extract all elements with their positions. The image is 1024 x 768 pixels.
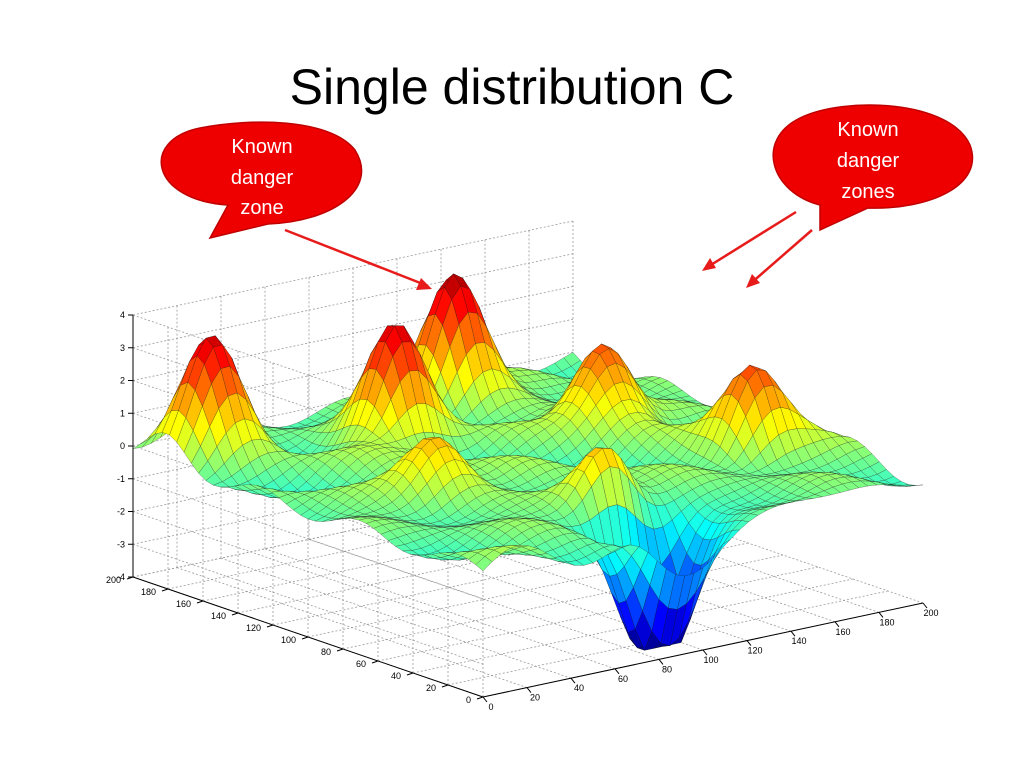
y-tick-label: 160 — [176, 599, 191, 609]
y-tick-mark — [301, 636, 309, 640]
x-tick-mark — [570, 677, 576, 684]
x-tick-label: 140 — [791, 636, 806, 646]
grid-line — [264, 548, 616, 670]
z-tick-label: -4 — [117, 572, 125, 582]
y-tick-label: 20 — [426, 683, 436, 693]
y-tick-label: 200 — [106, 575, 121, 585]
callout-line-2: danger — [231, 167, 294, 189]
y-tick-mark — [266, 624, 274, 628]
callout-arrow-head — [416, 278, 432, 290]
callout-known-danger-zone: Known danger zone — [160, 121, 432, 290]
surface-cell — [906, 484, 924, 487]
x-tick-mark — [746, 640, 752, 646]
callout-arrow — [705, 210, 797, 270]
surface-mesh — [132, 273, 924, 651]
grid-line — [342, 554, 784, 650]
grid-line — [132, 543, 484, 665]
grid-line — [377, 566, 819, 662]
grid-line — [308, 539, 660, 660]
callout-line-1: Known — [837, 119, 898, 141]
y-tick-mark — [476, 696, 484, 700]
callout-arrow-head — [746, 274, 760, 288]
y-tick-label: 180 — [141, 587, 156, 597]
z-tick-label: -1 — [117, 474, 125, 484]
y-tick-mark — [371, 660, 379, 664]
x-tick-label: 80 — [662, 664, 672, 674]
grid-line — [132, 220, 574, 316]
y-tick-label: 120 — [246, 623, 261, 633]
callout-arrow — [284, 228, 429, 288]
grid-line — [132, 478, 484, 600]
z-tick-label: 2 — [120, 376, 125, 386]
x-tick-mark — [878, 612, 884, 618]
grid-line — [132, 482, 574, 578]
y-tick-label: 100 — [281, 635, 296, 645]
callout-arrow — [749, 229, 813, 285]
x-tick-mark — [922, 602, 928, 609]
grid-line — [237, 518, 679, 614]
grid-line — [167, 494, 609, 590]
y-tick-mark — [336, 648, 344, 652]
grid-line — [307, 542, 749, 638]
y-tick-mark — [406, 672, 414, 676]
callout-line-1: Known — [231, 136, 292, 158]
y-tick-mark — [231, 612, 239, 616]
x-tick-label: 200 — [923, 608, 938, 618]
x-tick-mark — [702, 649, 708, 656]
y-tick-label: 140 — [211, 611, 226, 621]
y-tick-mark — [441, 684, 449, 688]
z-tick-label: -2 — [117, 507, 125, 517]
z-tick-label: 4 — [120, 310, 125, 320]
x-tick-mark — [614, 668, 620, 675]
x-tick-mark — [834, 621, 840, 628]
x-tick-label: 180 — [879, 617, 894, 627]
grid-line — [132, 253, 574, 349]
x-tick-mark — [658, 659, 664, 665]
y-tick-label: 0 — [466, 695, 471, 705]
grid-line — [132, 318, 574, 414]
grid-line — [272, 530, 714, 626]
x-tick-label: 120 — [747, 646, 762, 656]
x-tick-mark — [482, 696, 488, 703]
y-tick-label: 80 — [321, 647, 331, 657]
grid-line — [132, 286, 574, 381]
axis-ticks: 0204060801001201401601802000204060801001… — [106, 310, 939, 712]
x-tick-mark — [790, 630, 796, 637]
grid-line — [132, 511, 484, 632]
y-tick-label: 60 — [356, 659, 366, 669]
callout-bubble — [772, 104, 973, 232]
z-tick-label: 3 — [120, 343, 125, 353]
x-tick-label: 40 — [574, 683, 584, 693]
z-tick-label: -3 — [117, 539, 125, 549]
callout-line-2: danger — [837, 150, 900, 172]
x-tick-label: 100 — [703, 655, 718, 665]
x-tick-label: 160 — [835, 627, 850, 637]
callout-line-3: zones — [841, 181, 894, 203]
slide-title: Single distribution C — [289, 59, 735, 115]
x-tick-label: 0 — [488, 702, 493, 712]
z-tick-label: 1 — [120, 408, 125, 418]
callout-line-3: zone — [240, 197, 283, 219]
x-tick-label: 60 — [618, 674, 628, 684]
y-tick-mark — [196, 600, 204, 604]
callout-arrow-head — [702, 258, 716, 271]
x-tick-label: 20 — [530, 693, 540, 703]
y-tick-mark — [161, 588, 169, 592]
y-tick-label: 40 — [391, 671, 401, 681]
callout-known-danger-zones: Known danger zones — [702, 104, 973, 288]
callout-bubble — [160, 121, 363, 240]
x-tick-mark — [526, 687, 532, 693]
z-tick-label: 0 — [120, 441, 125, 451]
